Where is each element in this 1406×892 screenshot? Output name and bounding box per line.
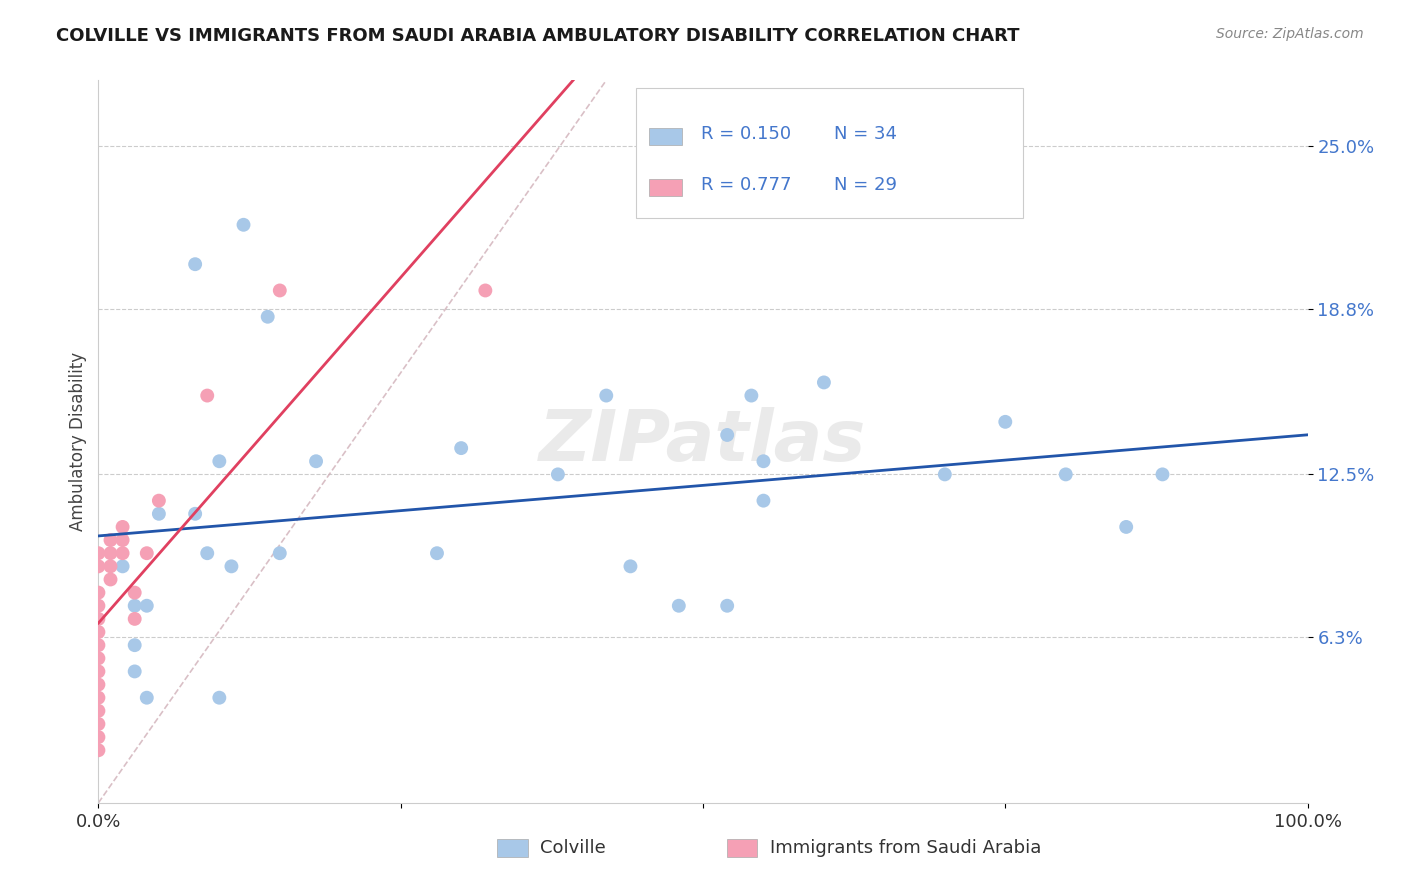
Point [87, 585, 110, 599]
Point [994, 415, 1017, 429]
Point [813, 376, 835, 390]
Point [148, 507, 170, 521]
Point [184, 257, 207, 271]
Point [208, 454, 231, 468]
FancyBboxPatch shape [648, 128, 682, 145]
Point [716, 599, 738, 613]
Point [87, 559, 110, 574]
Point [668, 599, 690, 613]
Text: N = 29: N = 29 [834, 176, 897, 194]
FancyBboxPatch shape [637, 87, 1024, 218]
Point [111, 546, 134, 560]
Point [124, 612, 146, 626]
Point [269, 284, 291, 298]
FancyBboxPatch shape [727, 838, 758, 857]
Point [100, 546, 122, 560]
Point [111, 533, 134, 547]
Point [87, 651, 110, 665]
Point [1054, 467, 1077, 482]
Text: R = 0.777: R = 0.777 [700, 176, 792, 194]
Point [716, 428, 738, 442]
Point [752, 493, 775, 508]
Point [934, 467, 956, 482]
Point [111, 559, 134, 574]
Text: COLVILLE VS IMMIGRANTS FROM SAUDI ARABIA AMBULATORY DISABILITY CORRELATION CHART: COLVILLE VS IMMIGRANTS FROM SAUDI ARABIA… [56, 27, 1019, 45]
Point [87, 612, 110, 626]
Point [87, 665, 110, 679]
Text: N = 34: N = 34 [834, 126, 897, 144]
Point [595, 388, 617, 402]
Point [256, 310, 278, 324]
Text: ZIPatlas: ZIPatlas [540, 407, 866, 476]
Point [269, 546, 291, 560]
Point [87, 730, 110, 744]
Point [426, 546, 449, 560]
FancyBboxPatch shape [498, 838, 527, 857]
Point [124, 638, 146, 652]
Point [87, 638, 110, 652]
Point [87, 704, 110, 718]
FancyBboxPatch shape [648, 178, 682, 196]
Point [87, 625, 110, 640]
Text: Source: ZipAtlas.com: Source: ZipAtlas.com [1216, 27, 1364, 41]
Point [87, 546, 110, 560]
Point [135, 690, 157, 705]
Point [195, 388, 218, 402]
Point [305, 454, 328, 468]
Point [87, 743, 110, 757]
Point [184, 507, 207, 521]
Point [148, 493, 170, 508]
Point [450, 441, 472, 455]
Point [135, 546, 157, 560]
Point [87, 717, 110, 731]
Point [547, 467, 569, 482]
Point [221, 559, 243, 574]
Point [100, 533, 122, 547]
Point [195, 546, 218, 560]
Point [111, 520, 134, 534]
Text: Colville: Colville [540, 838, 606, 856]
Point [100, 559, 122, 574]
Point [208, 690, 231, 705]
Point [740, 388, 762, 402]
Point [752, 454, 775, 468]
Text: R = 0.150: R = 0.150 [700, 126, 790, 144]
Point [87, 599, 110, 613]
Point [135, 599, 157, 613]
Text: Immigrants from Saudi Arabia: Immigrants from Saudi Arabia [769, 838, 1040, 856]
Point [474, 284, 496, 298]
Point [87, 690, 110, 705]
Point [124, 599, 146, 613]
Point [1152, 467, 1174, 482]
Point [124, 585, 146, 599]
Point [1115, 520, 1137, 534]
Point [232, 218, 254, 232]
Y-axis label: Ambulatory Disability: Ambulatory Disability [69, 352, 87, 531]
Point [619, 559, 641, 574]
Point [124, 665, 146, 679]
Point [87, 677, 110, 691]
Point [100, 573, 122, 587]
